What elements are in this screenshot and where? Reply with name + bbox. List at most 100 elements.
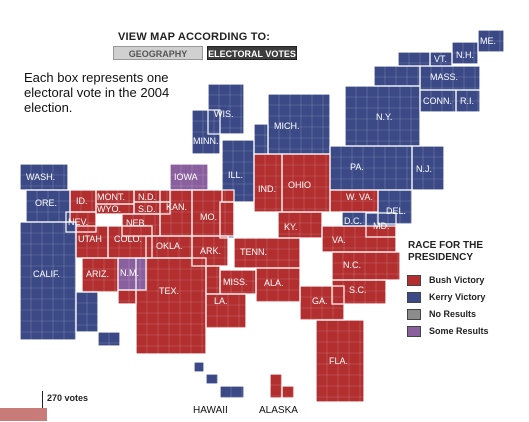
state-block [96, 204, 134, 214]
state-ore[interactable] [26, 190, 70, 222]
legend-swatch-some-results [407, 326, 421, 337]
state-block [330, 146, 412, 190]
state-r-i[interactable] [456, 90, 480, 112]
state-block [430, 52, 452, 66]
state-mo[interactable] [192, 190, 234, 236]
state-label-okla: OKLA. [156, 241, 183, 251]
state-label-n-y: N.Y. [376, 112, 392, 122]
electoral-votes-button[interactable]: ELECTORAL VOTES [207, 46, 297, 60]
state-mont[interactable] [96, 190, 134, 204]
state-ohio[interactable] [282, 154, 330, 212]
state-wyo[interactable] [96, 204, 134, 214]
state-mass[interactable] [420, 66, 480, 90]
state-d-c[interactable] [342, 212, 366, 226]
state-pa[interactable] [330, 146, 412, 190]
state-block [420, 90, 456, 112]
state-block [192, 110, 220, 154]
state-block [134, 202, 170, 214]
state-ariz[interactable] [82, 258, 118, 292]
state-n-j[interactable] [412, 146, 444, 190]
state-ind[interactable] [254, 154, 282, 212]
state-block [300, 286, 344, 320]
state-ky[interactable] [278, 212, 322, 238]
state-me[interactable] [478, 30, 504, 52]
state-n-y[interactable] [345, 52, 430, 146]
state-label-ohio: OHIO [288, 180, 311, 190]
state-border [455, 89, 481, 113]
state-mich[interactable] [254, 94, 330, 154]
state-label-tenn: TENN. [240, 247, 267, 257]
geography-button[interactable]: GEOGRAPHY [113, 46, 203, 60]
state-label-calif: CALIF. [33, 269, 60, 279]
state-block [170, 164, 208, 190]
state-label-ill: ILL. [228, 170, 243, 180]
state-border [191, 109, 221, 155]
state-label-ore: ORE. [35, 198, 57, 208]
state-calif[interactable] [20, 222, 120, 346]
state-label-iowa: IOWA [174, 172, 198, 182]
state-border [205, 265, 221, 295]
state-border [19, 221, 77, 341]
state-label-wash: WASH. [26, 172, 55, 182]
state-label-colo: COLO. [114, 234, 142, 244]
state-label-fla: FLA. [329, 356, 348, 366]
state-id[interactable] [70, 190, 96, 212]
state-border [233, 237, 301, 269]
state-ala[interactable] [256, 268, 300, 302]
state-vt[interactable] [430, 52, 452, 66]
state-w-va[interactable] [330, 190, 378, 212]
state-border [373, 65, 421, 87]
state-label-alaska: ALASKA [259, 405, 298, 416]
state-label-la: LA. [214, 296, 228, 306]
state-label-ga: GA. [312, 296, 328, 306]
state-block [254, 124, 268, 154]
state-la[interactable] [206, 294, 246, 328]
state-wash[interactable] [20, 164, 68, 190]
state-label-n-d: N.D. [138, 192, 156, 202]
state-label-nev: NEV. [68, 217, 88, 227]
state-n-c[interactable] [332, 252, 400, 280]
state-colo[interactable] [108, 226, 152, 258]
state-n-d[interactable] [134, 190, 170, 202]
legend-label: Bush Victory [429, 275, 485, 285]
state-okla[interactable] [146, 236, 192, 258]
state-block [412, 146, 444, 190]
state-tex[interactable] [118, 258, 220, 354]
state-label-mo: MO. [200, 212, 217, 222]
state-conn[interactable] [420, 90, 456, 112]
state-miss[interactable] [220, 270, 256, 294]
legend-swatch-no-results [407, 309, 421, 320]
state-va[interactable] [322, 226, 396, 252]
state-border [221, 139, 255, 203]
state-s-d[interactable] [134, 202, 170, 214]
state-label-hawaii: HAWAII [193, 405, 228, 416]
state-border [281, 385, 295, 399]
state-block [134, 190, 170, 202]
state-alaska[interactable] [270, 374, 294, 398]
state-ga[interactable] [300, 286, 344, 320]
state-block [342, 212, 366, 226]
state-block [96, 190, 134, 204]
state-block [234, 238, 300, 268]
state-block [20, 164, 68, 190]
state-label-pa: PA. [350, 162, 364, 172]
state-label-ala: ALA. [264, 278, 284, 288]
state-n-h[interactable] [452, 42, 478, 64]
state-border [159, 189, 193, 237]
state-block [118, 290, 136, 304]
state-label-tex: TEX. [159, 286, 179, 296]
state-label-ind: IND. [258, 184, 276, 194]
state-iowa[interactable] [170, 164, 208, 190]
state-block [478, 30, 504, 52]
state-minn[interactable] [192, 110, 220, 154]
state-fla[interactable] [316, 320, 364, 402]
state-hawaii[interactable] [194, 362, 244, 398]
state-label-minn: MINN. [193, 136, 219, 146]
state-block [254, 154, 282, 212]
state-label-wyo: WYO. [97, 204, 121, 214]
state-block [420, 66, 480, 90]
state-block [26, 190, 70, 222]
state-tenn[interactable] [234, 238, 300, 268]
state-label-neb: NEB. [126, 218, 147, 228]
state-n-m[interactable] [118, 258, 146, 290]
